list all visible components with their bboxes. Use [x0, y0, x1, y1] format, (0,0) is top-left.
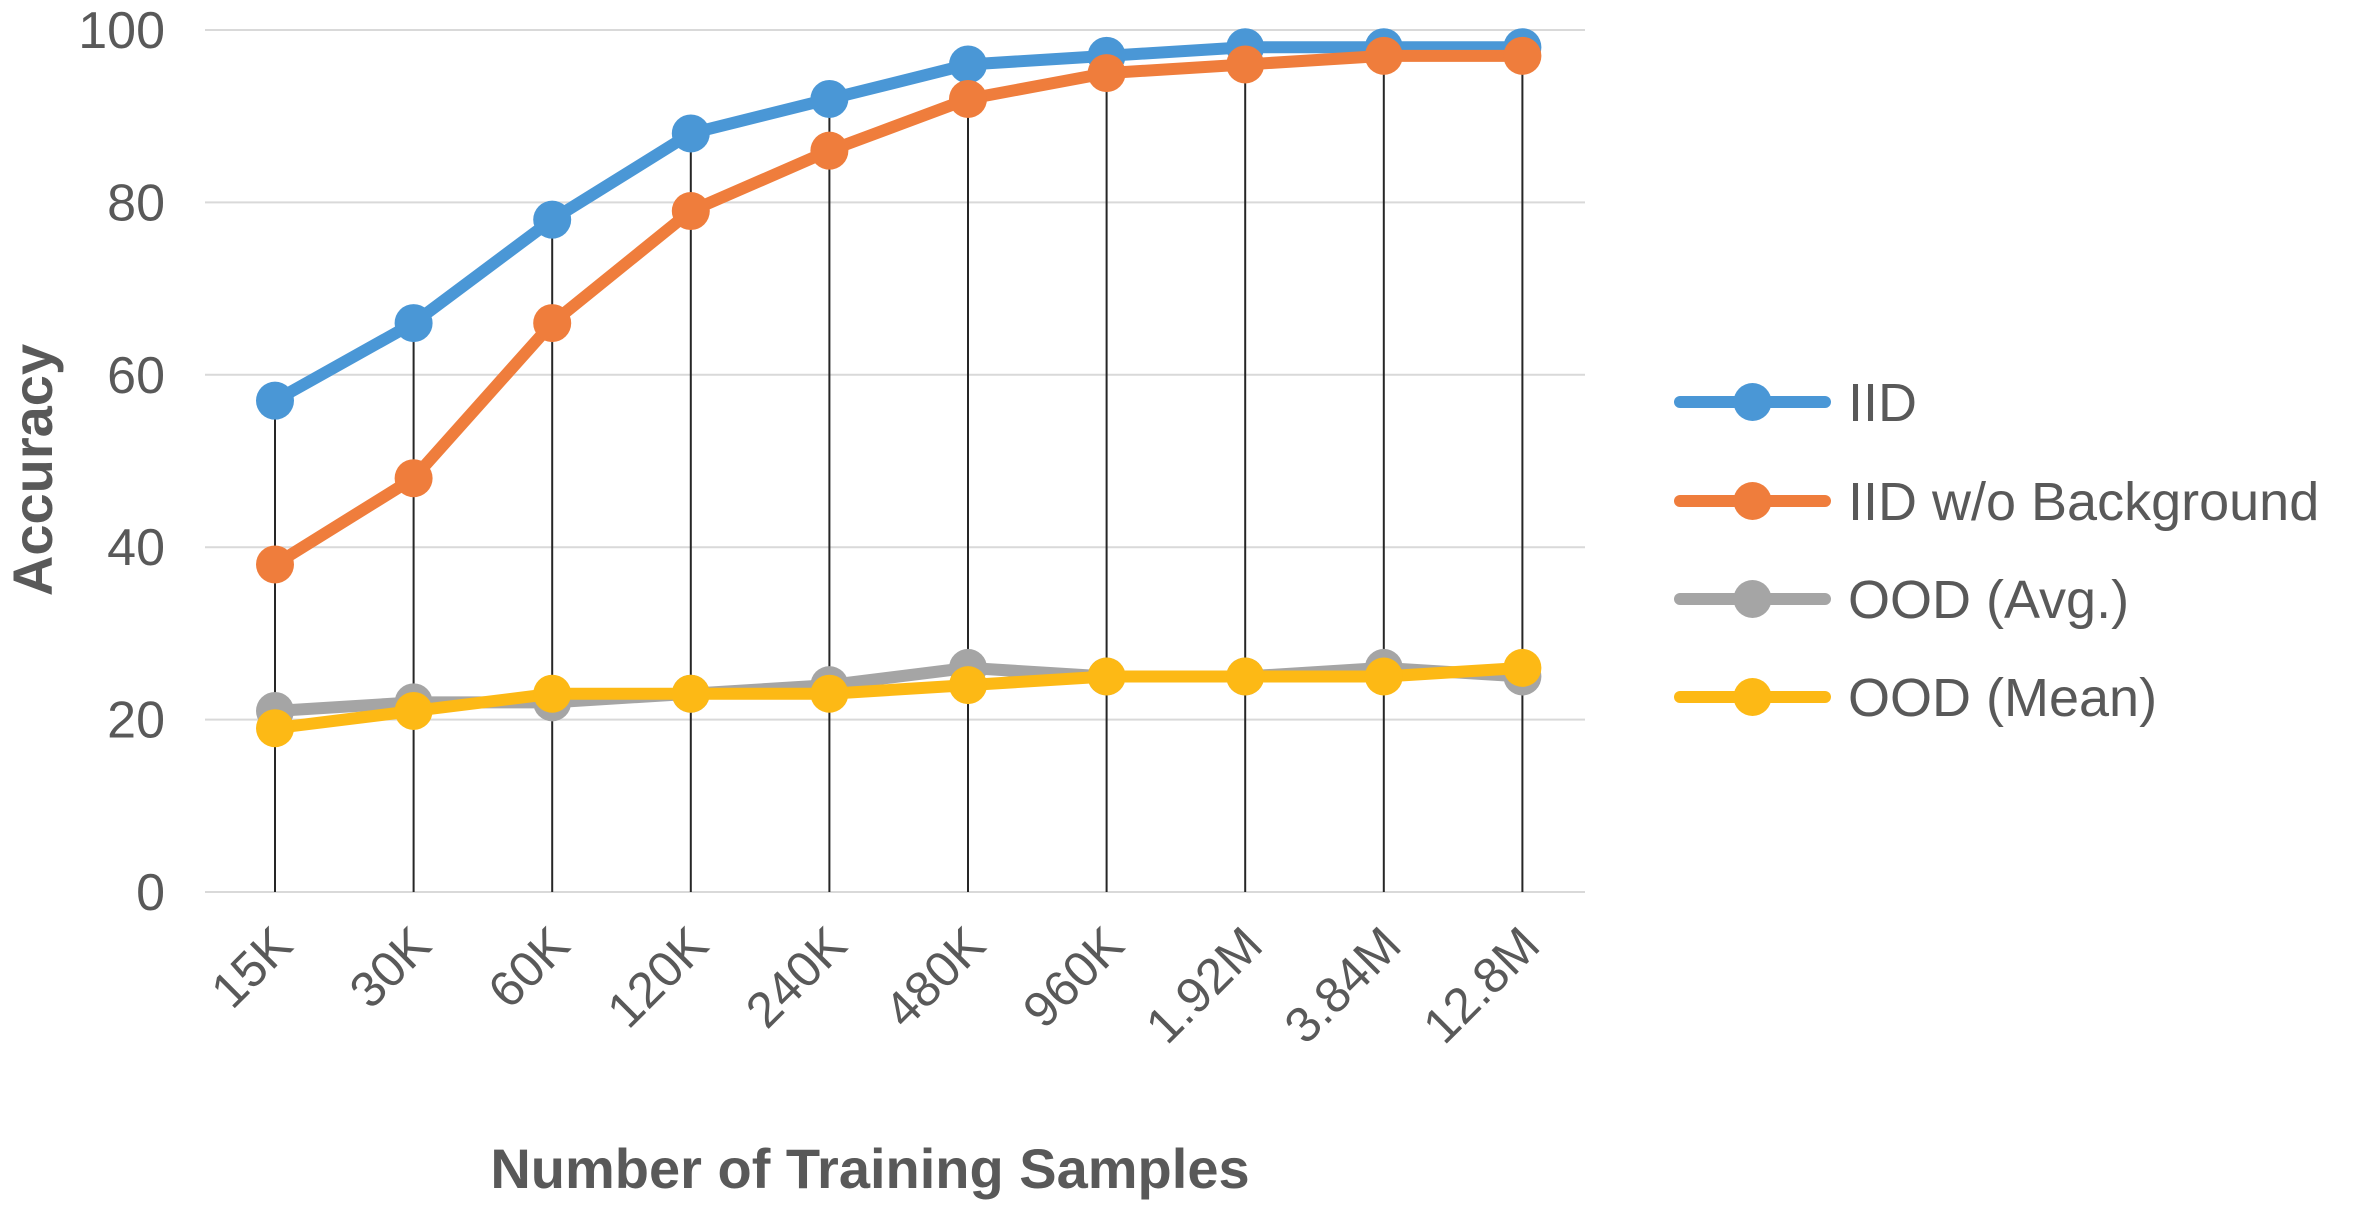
y-axis-title: Accuracy	[1, 344, 64, 596]
data-point-3-1	[394, 691, 433, 730]
y-tick-label-80: 80	[107, 174, 165, 232]
data-point-0-0	[256, 381, 294, 420]
data-point-1-1	[394, 459, 433, 498]
x-tick-label-240K: 240K	[735, 916, 857, 1038]
x-tick-label-1.92M: 1.92M	[1135, 916, 1273, 1054]
data-point-1-5	[949, 79, 987, 118]
legend-label-2: OOD (Avg.)	[1848, 570, 2129, 630]
data-point-3-7	[1226, 657, 1265, 696]
y-tick-label-20: 20	[107, 692, 165, 750]
x-tick-label-3.84M: 3.84M	[1274, 916, 1412, 1054]
y-tick-label-0: 0	[136, 864, 165, 922]
legend-item-0: IID	[1674, 373, 1917, 433]
legend: IID IID w/o Background OOD (Avg.) OOD (Mean…	[1674, 373, 2319, 728]
x-axis-ticks: 15K 30K 60K 120K 240K 480K 960K 1.92M 3.84M 12.8M	[200, 916, 1550, 1054]
data-point-1-4	[810, 131, 849, 170]
series-line-1	[269, 49, 1529, 571]
series-line-3	[269, 661, 1529, 735]
data-point-3-3	[671, 674, 710, 713]
gridlines	[205, 29, 1585, 893]
x-tick-label-960K: 960K	[1012, 916, 1134, 1038]
y-tick-label-60: 60	[107, 347, 165, 405]
drop-lines	[274, 47, 1524, 892]
x-tick-label-30K: 30K	[339, 916, 442, 1019]
data-point-3-8	[1364, 657, 1403, 696]
data-point-1-9	[1503, 36, 1542, 75]
y-tick-label-100: 100	[78, 2, 165, 60]
x-tick-label-60K: 60K	[477, 916, 580, 1019]
x-tick-label-480K: 480K	[874, 916, 996, 1038]
data-point-3-6	[1087, 657, 1126, 696]
x-tick-label-15K: 15K	[200, 916, 303, 1019]
series-line-0	[269, 41, 1529, 407]
legend-marker-3	[1733, 678, 1772, 716]
data-point-1-0	[256, 545, 294, 584]
data-point-0-2	[533, 200, 572, 239]
series-lines	[256, 28, 1542, 748]
data-point-3-9	[1503, 648, 1542, 687]
series-1	[256, 36, 1542, 584]
x-tick-label-120K: 120K	[596, 916, 718, 1038]
data-point-0-5	[949, 45, 987, 84]
legend-label-0: IID	[1848, 373, 1917, 433]
data-point-1-6	[1087, 54, 1126, 93]
y-tick-label-40: 40	[107, 519, 165, 577]
legend-marker-2	[1733, 580, 1772, 618]
legend-label-3: OOD (Mean)	[1848, 668, 2157, 728]
data-point-0-3	[671, 114, 710, 153]
data-point-1-7	[1226, 45, 1265, 84]
data-point-3-5	[949, 666, 987, 705]
series-0	[256, 28, 1542, 420]
legend-label-1: IID w/o Background	[1848, 472, 2319, 532]
data-point-0-1	[394, 304, 433, 343]
data-point-0-4	[810, 79, 849, 118]
legend-item-3: OOD (Mean)	[1674, 668, 2157, 728]
y-axis-ticks: 0 20 40 60 80 100	[78, 2, 165, 922]
series-3	[256, 648, 1542, 748]
data-point-1-2	[533, 304, 572, 343]
legend-item-1: IID w/o Background	[1674, 472, 2319, 532]
data-point-1-8	[1364, 36, 1403, 75]
x-tick-label-12.8M: 12.8M	[1412, 916, 1550, 1054]
x-axis-title: Number of Training Samples	[490, 1137, 1249, 1200]
legend-item-2: OOD (Avg.)	[1674, 570, 2129, 630]
data-point-1-3	[671, 192, 710, 231]
legend-marker-1	[1733, 482, 1772, 520]
data-point-3-0	[256, 709, 294, 748]
data-point-3-4	[810, 674, 849, 713]
data-point-3-2	[533, 674, 572, 713]
legend-marker-0	[1733, 383, 1772, 421]
